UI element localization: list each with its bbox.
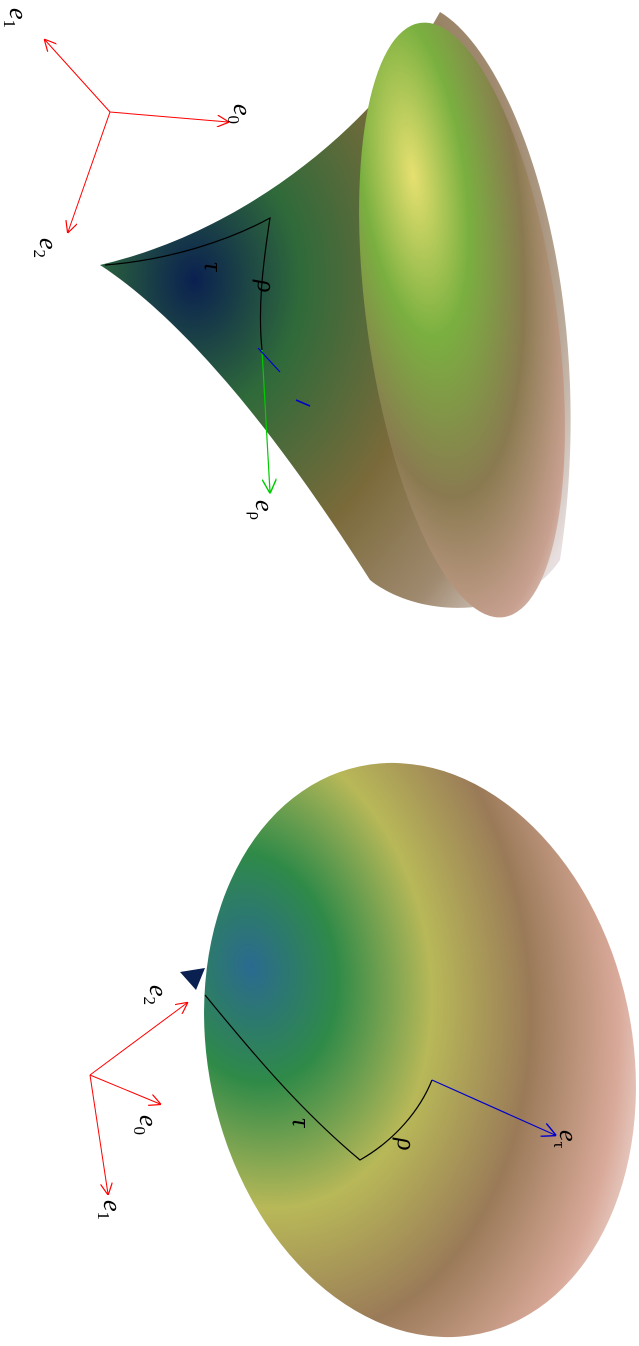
label: e2: [30, 238, 63, 258]
curve: [104, 216, 271, 351]
label: ρ: [392, 1137, 421, 1150]
label: eτ: [550, 1130, 583, 1149]
vector: [261, 349, 270, 492]
label: e2: [140, 985, 173, 1005]
label: e1: [0, 8, 33, 28]
frame: [45, 40, 228, 232]
surface: [204, 762, 636, 1338]
bottom-panel: e2 e0 e1 τ ρ eτ: [89, 762, 636, 1338]
curve: [204, 994, 433, 1161]
cone-base: [359, 22, 565, 618]
vector: [431, 1079, 555, 1135]
label: e1: [94, 1200, 127, 1220]
top-panel: e1 e0 e2 τ ρ eρ: [0, 8, 571, 618]
tick: [257, 347, 281, 373]
label: ρ: [252, 279, 281, 292]
label: τ: [287, 1118, 316, 1129]
tick: [295, 399, 311, 407]
frame: [89, 1003, 187, 1194]
label: e0: [224, 104, 257, 124]
label: eρ: [246, 500, 279, 520]
label: e0: [130, 1115, 163, 1135]
tip: [180, 968, 205, 990]
label: τ: [199, 262, 228, 273]
